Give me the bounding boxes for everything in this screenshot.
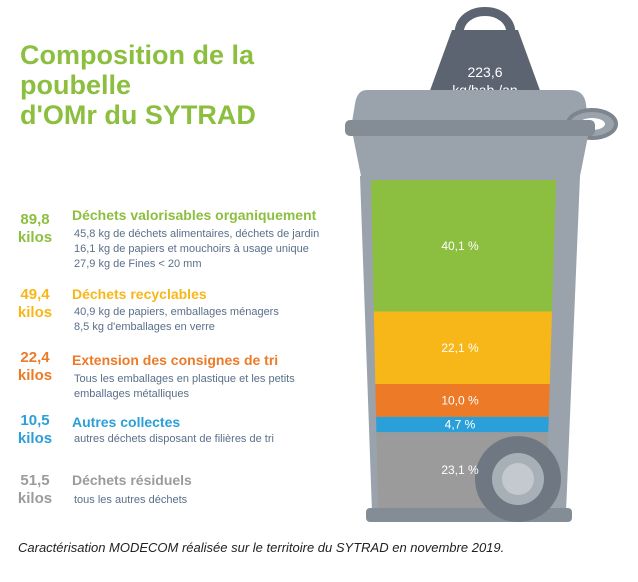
title-line-2: d'OMr du SYTRAD [20, 100, 256, 130]
detail-line: tous les autres déchets [74, 494, 188, 506]
bin-lid [352, 90, 588, 122]
detail-line: 45,8 kg de déchets alimentaires, déchets… [74, 228, 320, 240]
percent-label-organic: 40,1 % [441, 239, 479, 253]
kilos-unit: kilos [17, 490, 53, 507]
detail-line: emballages métalliques [74, 388, 189, 400]
bin-segment-organic [371, 180, 556, 312]
kilos-unit: kilos [17, 229, 53, 246]
kilos-label: 89,8 kilos [10, 211, 60, 247]
category-details: 45,8 kg de déchets alimentaires, déchets… [74, 227, 319, 272]
percent-label-other: 4,7 % [445, 418, 476, 432]
detail-line: 40,9 kg de papiers, emballages ménagers [74, 306, 279, 318]
bin-segments [371, 180, 556, 508]
kilos-value: 51,5 [20, 472, 50, 489]
kilos-unit: kilos [17, 430, 53, 447]
bin-wheel-center [502, 463, 534, 495]
kilos-value: 22,4 [20, 349, 50, 366]
category-details: Tous les emballages en plastique et les … [74, 372, 295, 402]
detail-line: Tous les emballages en plastique et les … [74, 373, 295, 385]
weight-handle [454, 7, 516, 35]
percent-label-recyclable: 22,1 % [441, 341, 479, 355]
kilos-value: 10,5 [20, 412, 50, 429]
caption: Caractérisation MODECOM réalisée sur le … [18, 540, 505, 555]
bin-percent-labels: 40,1 % 22,1 % 10,0 % 4,7 % 23,1 % [441, 239, 479, 477]
bin-rim [345, 120, 595, 136]
weight-value: 223,6 [467, 64, 502, 80]
category-details: 40,9 kg de papiers, emballages ménagers … [74, 305, 279, 335]
detail-line: autres déchets disposant de filières de … [74, 433, 274, 445]
category-title: Déchets valorisables organiquement [72, 207, 317, 223]
detail-line: 27,9 kg de Fines < 20 mm [74, 258, 202, 270]
kilos-unit: kilos [17, 304, 53, 321]
detail-line: 8,5 kg d'emballages en verre [74, 321, 215, 333]
kilos-label: 10,5 kilos [10, 412, 60, 448]
bin-collar [353, 136, 588, 176]
title-line-1: Composition de la poubelle [20, 40, 255, 100]
percent-label-extension: 10,0 % [441, 393, 479, 407]
category-details: tous les autres déchets [74, 493, 187, 508]
category-title: Déchets résiduels [72, 472, 192, 488]
kilos-value: 89,8 [20, 211, 50, 228]
chart-title: Composition de la poubelle d'OMr du SYTR… [20, 40, 360, 130]
category-title: Extension des consignes de tri [72, 352, 279, 368]
kilos-value: 49,4 [20, 286, 50, 303]
kilos-label: 51,5 kilos [10, 472, 60, 508]
bin-segment-other [376, 416, 549, 433]
percent-label-residual: 23,1 % [441, 463, 479, 477]
kilos-label: 49,4 kilos [10, 286, 60, 322]
bin-segment-extension [375, 384, 550, 417]
category-title: Déchets recyclables [72, 286, 207, 302]
bin-segment-recyclable [373, 311, 552, 385]
kilos-unit: kilos [17, 367, 53, 384]
category-title: Autres collectes [72, 414, 181, 430]
detail-line: 16,1 kg de papiers et mouchoirs à usage … [74, 243, 309, 255]
category-details: autres déchets disposant de filières de … [74, 432, 274, 447]
kilos-label: 22,4 kilos [10, 349, 60, 385]
